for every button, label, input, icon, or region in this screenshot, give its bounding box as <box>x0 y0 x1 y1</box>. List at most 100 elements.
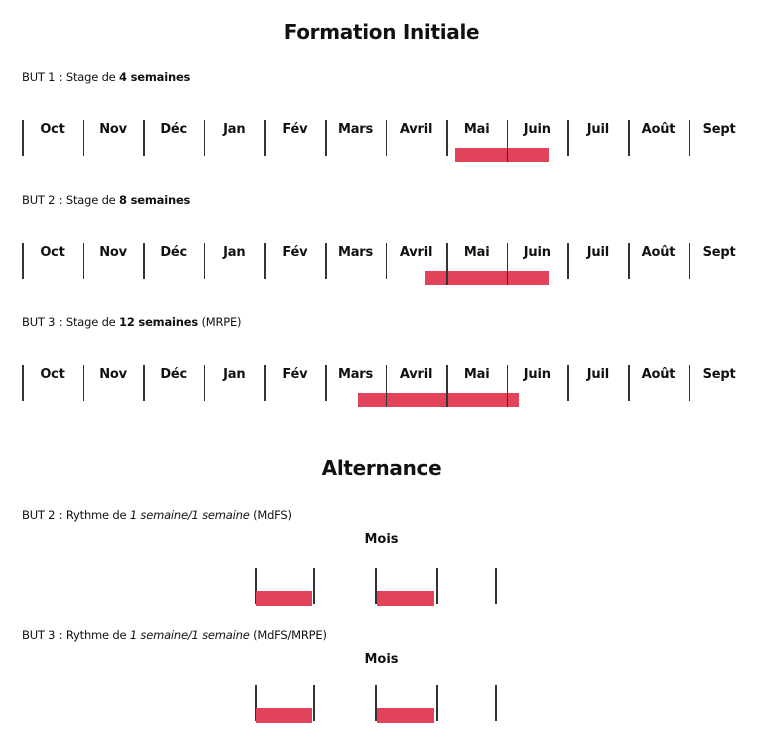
month-divider <box>385 243 388 279</box>
month-divider <box>325 120 327 156</box>
month-label: Avril <box>399 122 433 137</box>
month-divider <box>628 365 630 401</box>
week-divider <box>495 685 497 721</box>
month-divider <box>82 365 85 401</box>
alternance-rhythm-but2 <box>0 568 763 608</box>
label-alt-but2-prefix: BUT 2 : Rythme de <box>22 508 130 522</box>
week-divider <box>313 685 315 721</box>
month-label: Nov <box>99 245 127 260</box>
timeline-but1: Oct Nov Déc Jan Fév Mars Avril Mai Juin Juil Août S… <box>0 118 763 178</box>
month-divider <box>203 120 206 156</box>
month-label: Mai <box>463 245 490 260</box>
school-week-bar <box>256 591 312 606</box>
month-divider <box>264 120 266 156</box>
label-alt-but3-prefix: BUT 3 : Rythme de <box>22 628 130 642</box>
mois-label-alt-but3: Mois <box>364 652 399 667</box>
month-divider <box>264 243 266 279</box>
month-label: Oct <box>40 122 65 137</box>
month-label: Jan <box>223 122 246 137</box>
month-divider <box>143 120 145 156</box>
label-but3-suffix: (MRPE) <box>197 315 242 329</box>
month-label: Sept <box>702 122 736 137</box>
month-label: Juin <box>523 122 551 137</box>
week-divider <box>255 568 257 604</box>
label-alt-but2-suffix: (MdFS) <box>249 508 292 522</box>
school-week-bar <box>256 708 312 723</box>
month-label: Déc <box>160 245 188 260</box>
label-but1: BUT 1 : Stage de 4 semaines <box>22 70 190 84</box>
month-label: Déc <box>160 367 188 382</box>
month-divider <box>446 365 448 401</box>
month-label: Avril <box>399 367 433 382</box>
month-label: Sept <box>702 367 736 382</box>
title-alternance: Alternance <box>321 456 442 480</box>
week-divider <box>313 568 315 604</box>
month-label: Mai <box>463 122 490 137</box>
month-divider <box>22 243 24 279</box>
school-week-bar <box>377 708 434 723</box>
month-label: Fév <box>282 245 308 260</box>
month-divider <box>446 120 448 156</box>
month-label: Jan <box>223 367 246 382</box>
month-label: Mars <box>337 245 374 260</box>
month-label: Oct <box>40 245 65 260</box>
bar-divider <box>446 393 448 407</box>
label-but2: BUT 2 : Stage de 8 semaines <box>22 193 190 207</box>
month-label: Juil <box>586 367 609 382</box>
alternance-rhythm-but3 <box>0 685 763 725</box>
month-label: Juin <box>523 367 551 382</box>
week-divider <box>375 685 377 721</box>
month-divider <box>82 120 85 156</box>
month-divider <box>688 365 691 401</box>
month-divider <box>203 365 206 401</box>
month-divider <box>628 120 630 156</box>
label-alt-but2-italic: 1 semaine/1 semaine <box>129 508 250 522</box>
label-but1-bold: 4 semaines <box>119 70 191 84</box>
label-but3: BUT 3 : Stage de 12 semaines (MRPE) <box>22 315 242 329</box>
timeline-but3: Oct Nov Déc Jan Fév Mars Avril Mai Juin Juil Août S… <box>0 363 763 423</box>
title-formation-initiale: Formation Initiale <box>283 20 480 44</box>
month-label: Août <box>641 245 676 260</box>
month-label: Déc <box>160 122 188 137</box>
mois-label-alt-but2: Mois <box>364 532 399 547</box>
bar-divider <box>506 148 509 162</box>
month-divider <box>203 243 206 279</box>
month-divider <box>628 243 630 279</box>
week-divider <box>375 568 377 604</box>
month-divider <box>567 365 569 401</box>
month-divider <box>325 365 327 401</box>
month-divider <box>506 365 509 401</box>
internship-period-bar <box>455 148 550 162</box>
month-label: Juin <box>523 245 551 260</box>
bar-divider <box>385 393 388 407</box>
internship-period-bar <box>358 393 519 407</box>
label-but2-bold: 8 semaines <box>119 193 191 207</box>
month-divider <box>567 243 569 279</box>
label-but1-prefix: BUT 1 : Stage de <box>22 70 120 84</box>
label-alt-but2: BUT 2 : Rythme de 1 semaine/1 semaine (M… <box>22 508 292 522</box>
month-label: Fév <box>282 367 308 382</box>
label-alt-but3-suffix: (MdFS/MRPE) <box>249 628 327 642</box>
month-divider <box>143 243 145 279</box>
month-divider <box>385 120 388 156</box>
label-but3-prefix: BUT 3 : Stage de <box>22 315 120 329</box>
month-divider <box>567 120 569 156</box>
month-label: Juil <box>586 245 609 260</box>
month-divider <box>264 365 266 401</box>
school-week-bar <box>377 591 434 606</box>
week-divider <box>436 685 438 721</box>
month-label: Mars <box>337 367 374 382</box>
month-divider <box>446 243 448 279</box>
month-label: Juil <box>586 122 609 137</box>
month-label: Nov <box>99 122 127 137</box>
month-label: Sept <box>702 245 736 260</box>
label-alt-but3: BUT 3 : Rythme de 1 semaine/1 semaine (M… <box>22 628 327 642</box>
timeline-but2: Oct Nov Déc Jan Fév Mars Avril Mai Juin Juil Août S… <box>0 241 763 301</box>
month-divider <box>506 120 509 156</box>
month-label: Avril <box>399 245 433 260</box>
week-divider <box>495 568 497 604</box>
month-divider <box>688 120 691 156</box>
month-label: Mars <box>337 122 374 137</box>
month-label: Jan <box>223 245 246 260</box>
internship-period-bar <box>424 271 550 285</box>
